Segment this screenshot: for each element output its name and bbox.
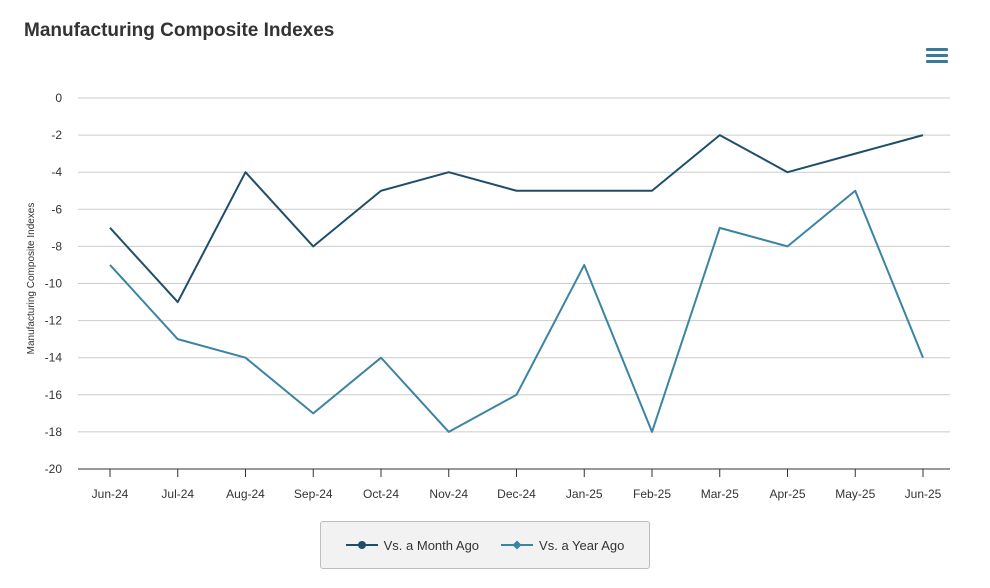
x-tick-label: Jun-24 (92, 487, 129, 501)
y-tick-label: -14 (45, 351, 63, 365)
x-tick-label: Aug-24 (226, 487, 265, 501)
y-axis-title: Manufacturing Composite Indexes (26, 203, 37, 355)
x-tick-label: Sep-24 (294, 487, 333, 501)
y-tick-label: -2 (51, 128, 62, 142)
x-tick-label: May-25 (835, 487, 875, 501)
x-tick-label: Dec-24 (497, 487, 536, 501)
hamburger-menu-icon[interactable] (926, 48, 948, 66)
x-tick-label: Jul-24 (161, 487, 194, 501)
y-tick-label: -16 (45, 388, 63, 402)
x-tick-label: Nov-24 (429, 487, 468, 501)
x-tick-label: Mar-25 (701, 487, 739, 501)
x-tick-label: Jun-25 (905, 487, 942, 501)
x-tick-label: Oct-24 (363, 487, 399, 501)
x-tick-label: Feb-25 (633, 487, 671, 501)
chart-title: Manufacturing Composite Indexes (24, 20, 335, 41)
legend-item-month-ago[interactable]: Vs. a Month Ago (345, 537, 480, 553)
series-line-month-ago (109, 134, 924, 304)
y-tick-label: -18 (45, 425, 63, 439)
legend-swatch-year-ago (501, 539, 534, 551)
y-tick-label: -6 (51, 202, 62, 216)
y-tick-label: -4 (51, 165, 62, 179)
y-tick-label: 0 (55, 91, 62, 105)
series-line-year-ago (109, 189, 924, 433)
y-tick-label: -20 (45, 462, 63, 476)
legend-label: Vs. a Month Ago (383, 537, 480, 553)
x-tick-label: Jan-25 (566, 487, 603, 501)
y-tick-label: -8 (51, 239, 62, 253)
x-tick-label: Apr-25 (769, 487, 805, 501)
legend-label: Vs. a Year Ago (539, 537, 625, 553)
legend-item-year-ago[interactable]: Vs. a Year Ago (501, 538, 624, 553)
chart-legend: Vs. a Month Ago Vs. a Year Ago (320, 521, 650, 569)
y-tick-label: -10 (45, 277, 63, 291)
y-tick-label: -12 (45, 314, 63, 328)
legend-swatch-month-ago (345, 539, 378, 551)
